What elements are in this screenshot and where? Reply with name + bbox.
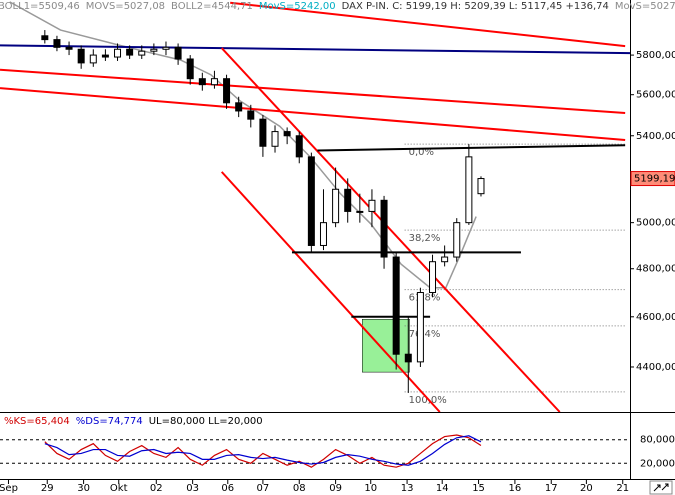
candle-body: [477, 178, 485, 195]
scroll-icon-arrows: [653, 483, 669, 492]
y-tick-label: 4400,00: [636, 362, 675, 373]
x-tick-label: 14: [436, 483, 449, 494]
header-item: BOLL1=5509,46: [0, 1, 80, 12]
candle-body: [89, 54, 97, 64]
candle-body: [380, 199, 388, 258]
candle-body: [368, 199, 376, 212]
header-item: %DS=74,774: [76, 416, 143, 427]
last-price-box: [630, 171, 675, 187]
y-tick-label: 5600,00: [636, 90, 675, 101]
candle-body: [174, 46, 182, 60]
header-item: BOLL2=4544,71: [171, 1, 253, 12]
stochastic-panel: [0, 434, 630, 468]
scroll-icon-frame: [649, 480, 673, 495]
price-panel: 0,0% 38,2% 61,8% 76,4% 100,0%: [0, 1, 631, 413]
x-tick-label: 15: [472, 483, 485, 494]
x-tick-label: Okt: [110, 483, 128, 494]
fib-label: 61,8%: [409, 293, 441, 304]
fib-label: 38,2%: [409, 233, 441, 244]
candle-body: [235, 102, 243, 112]
candle-body: [392, 256, 400, 355]
price-header: BOLL1=5509,46 MOVS=5027,08 BOLL2=4544,71 Mo…: [0, 1, 675, 12]
x-tick-label: 08: [293, 483, 306, 494]
candle-body: [259, 118, 267, 147]
x-tick-label: 03: [186, 483, 199, 494]
candle-body: [126, 48, 134, 56]
stochastic-line: [44, 434, 482, 468]
header-item: MovS=5242,00: [259, 1, 336, 12]
candle-body: [453, 222, 461, 258]
candle-body: [344, 188, 352, 212]
x-tick-label: 21: [616, 483, 629, 494]
trend-line: [0, 44, 631, 55]
y-tick-label: 4600,00: [636, 312, 675, 323]
scroll-icon[interactable]: [649, 480, 673, 495]
candle-body: [210, 78, 218, 86]
x-tick-label: 29: [41, 483, 54, 494]
candle-body: [198, 78, 206, 86]
trend-line: [317, 144, 626, 152]
candle-body: [465, 156, 473, 224]
candle-body: [283, 131, 291, 137]
fib-label: 100,0%: [409, 395, 447, 406]
candle-body: [319, 222, 327, 246]
y-tick-label: 80,000: [640, 435, 675, 446]
candle-body: [53, 39, 61, 48]
candle-body: [416, 292, 424, 363]
y-tick-label: 5800,00: [636, 50, 675, 61]
x-tick-label: 09: [329, 483, 342, 494]
candle-body: [223, 78, 231, 104]
x-tick-label: 02: [150, 483, 163, 494]
fib-label: 0,0%: [409, 147, 434, 158]
candle-body: [186, 58, 194, 80]
trend-line: [0, 87, 626, 141]
trend-line: [220, 171, 441, 413]
x-tick-label: 10: [364, 483, 377, 494]
candle-body: [41, 35, 49, 41]
x-tick-label: 16: [509, 483, 522, 494]
candle-body: [101, 54, 109, 58]
candle-body: [429, 261, 437, 294]
x-tick-label: 17: [545, 483, 558, 494]
candle-body: [138, 50, 146, 56]
y-tick-label: 4800,00: [636, 264, 675, 275]
stochastic-line: [44, 435, 482, 466]
stochastic-header: %KS=65,404 %DS=74,774 UL=80,000 LL=20,000: [4, 416, 263, 427]
trend-line: [220, 47, 561, 413]
header-item: MovS=5027,08: [615, 1, 675, 12]
candle-body: [247, 110, 255, 120]
header-item: %KS=65,404: [4, 416, 70, 427]
candle-body: [332, 188, 340, 224]
header-item: MOVS=5027,08: [86, 1, 165, 12]
fib-label: 76,4%: [409, 329, 441, 340]
candle-body: [150, 48, 158, 52]
candle-body: [65, 46, 73, 50]
zone: [362, 319, 410, 373]
trend-line: [0, 68, 626, 114]
y-tick-label: 5400,00: [636, 131, 675, 142]
candle-body: [307, 156, 315, 246]
header-item: DAX P-IN. C: 5199,19 H: 5209,39 L: 5117,…: [342, 1, 609, 12]
trend-line: [230, 1, 626, 48]
x-tick-label: Sep: [0, 483, 18, 494]
candle-body: [162, 46, 170, 50]
candle-body: [404, 353, 412, 363]
y-tick-label: 20,000: [640, 458, 675, 469]
x-tick-label: 13: [401, 483, 414, 494]
candle-body: [271, 131, 279, 147]
last-price-label: 5199,19: [634, 174, 675, 185]
y-tick-label: 5000,00: [636, 218, 675, 229]
x-tick-label: 07: [257, 483, 270, 494]
x-tick-label: 06: [221, 483, 234, 494]
candle-body: [114, 48, 122, 58]
candle-body: [356, 210, 364, 213]
header-item: UL=80,000 LL=20,000: [149, 416, 263, 427]
x-tick-label: 20: [580, 483, 593, 494]
x-tick-label: 30: [77, 483, 90, 494]
candle-body: [77, 48, 85, 64]
candle-body: [441, 256, 449, 263]
candle-body: [295, 135, 303, 158]
